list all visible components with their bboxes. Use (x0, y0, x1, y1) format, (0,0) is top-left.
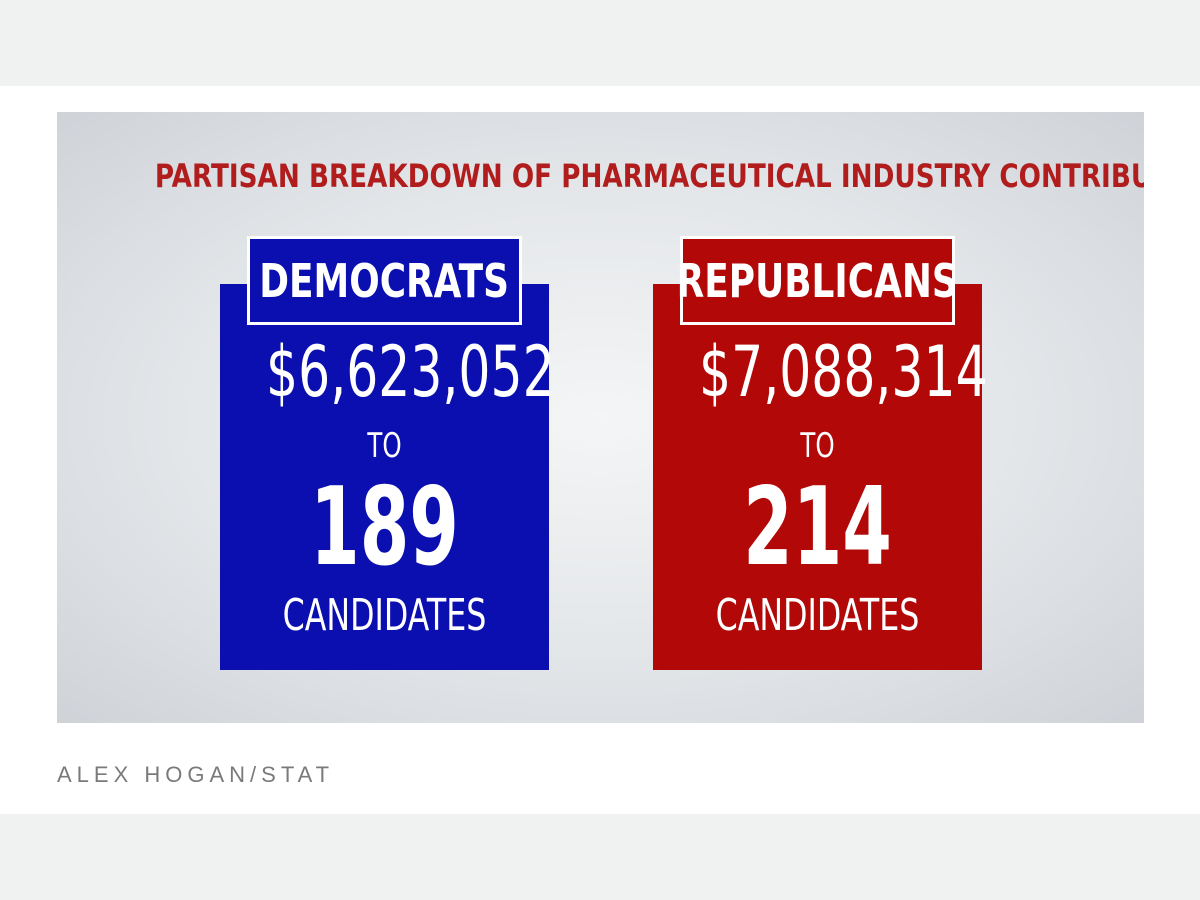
candidates-label: CANDIDATES (715, 590, 920, 641)
democrats-tag: DEMOCRATS (247, 236, 522, 325)
contribution-amount: $6,623,052 (266, 331, 555, 413)
infographic: PARTISAN BREAKDOWN OF PHARMACEUTICAL IND… (57, 112, 1144, 723)
connector-text: TO (367, 426, 402, 466)
infographic-title: PARTISAN BREAKDOWN OF PHARMACEUTICAL IND… (154, 157, 1144, 195)
candidate-count: 214 (743, 465, 892, 590)
candidate-count: 189 (310, 465, 459, 590)
party-label: DEMOCRATS (259, 253, 510, 308)
democrats-panel: DEMOCRATS $6,623,052 TO 189 CANDIDATES (220, 236, 555, 670)
connector-text: TO (800, 426, 835, 466)
party-label: REPUBLICANS (676, 253, 959, 308)
photo-credit: ALEX HOGAN/STAT (57, 762, 335, 787)
contribution-amount: $7,088,314 (699, 331, 988, 413)
candidates-label: CANDIDATES (282, 590, 487, 641)
republicans-panel: REPUBLICANS $7,088,314 TO 214 CANDIDATES (653, 236, 988, 670)
republicans-tag: REPUBLICANS (676, 236, 959, 325)
